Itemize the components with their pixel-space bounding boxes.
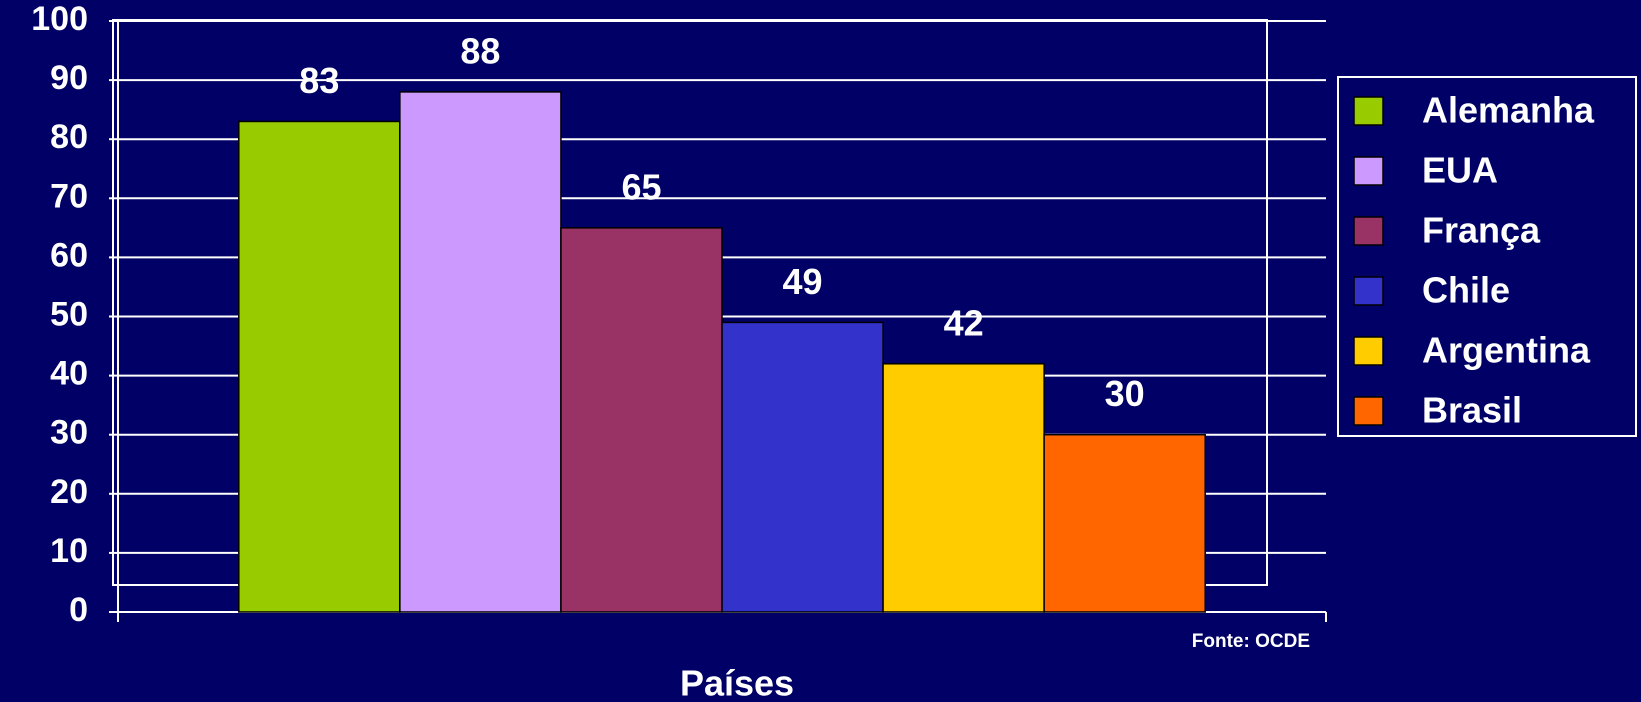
y-tick-label: 30 (50, 414, 88, 452)
legend-label: Chile (1422, 270, 1510, 311)
legend-swatch (1353, 396, 1384, 426)
data-label: 42 (944, 302, 984, 343)
data-label: 88 (460, 30, 500, 71)
legend-label: Brasil (1422, 390, 1522, 431)
bar (882, 363, 1045, 613)
bar (1043, 433, 1206, 613)
legend-label: Argentina (1422, 330, 1591, 371)
data-label: 30 (1105, 373, 1145, 414)
x-axis-label: Países (680, 663, 794, 702)
legend-swatch (1353, 96, 1384, 126)
bar (560, 227, 723, 613)
y-tick-label: 0 (69, 591, 88, 629)
data-label: 65 (621, 166, 661, 207)
annotation: Fonte: OCDE (1192, 631, 1310, 652)
y-tick-label: 60 (50, 236, 88, 274)
legend-label: Alemanha (1422, 90, 1595, 131)
y-tick-label: 10 (50, 532, 88, 570)
bar (238, 120, 401, 613)
legend-swatch (1353, 336, 1384, 366)
data-label: 83 (299, 60, 339, 101)
y-tick-label: 100 (31, 0, 88, 38)
bar (721, 321, 884, 613)
y-tick-label: 40 (50, 355, 88, 393)
legend-swatch (1353, 216, 1384, 246)
legend-swatch (1353, 276, 1384, 306)
y-tick-label: 90 (50, 59, 88, 97)
y-tick-label: 20 (50, 473, 88, 511)
data-label: 49 (783, 261, 823, 302)
legend-label: EUA (1422, 150, 1498, 191)
y-tick-label: 50 (50, 295, 88, 333)
y-tick-label: 80 (50, 118, 88, 156)
legend-frame (1337, 76, 1637, 437)
y-tick-label: 70 (50, 177, 88, 215)
legend-label: França (1422, 210, 1541, 251)
bar (399, 91, 562, 613)
legend-swatch (1353, 156, 1384, 186)
